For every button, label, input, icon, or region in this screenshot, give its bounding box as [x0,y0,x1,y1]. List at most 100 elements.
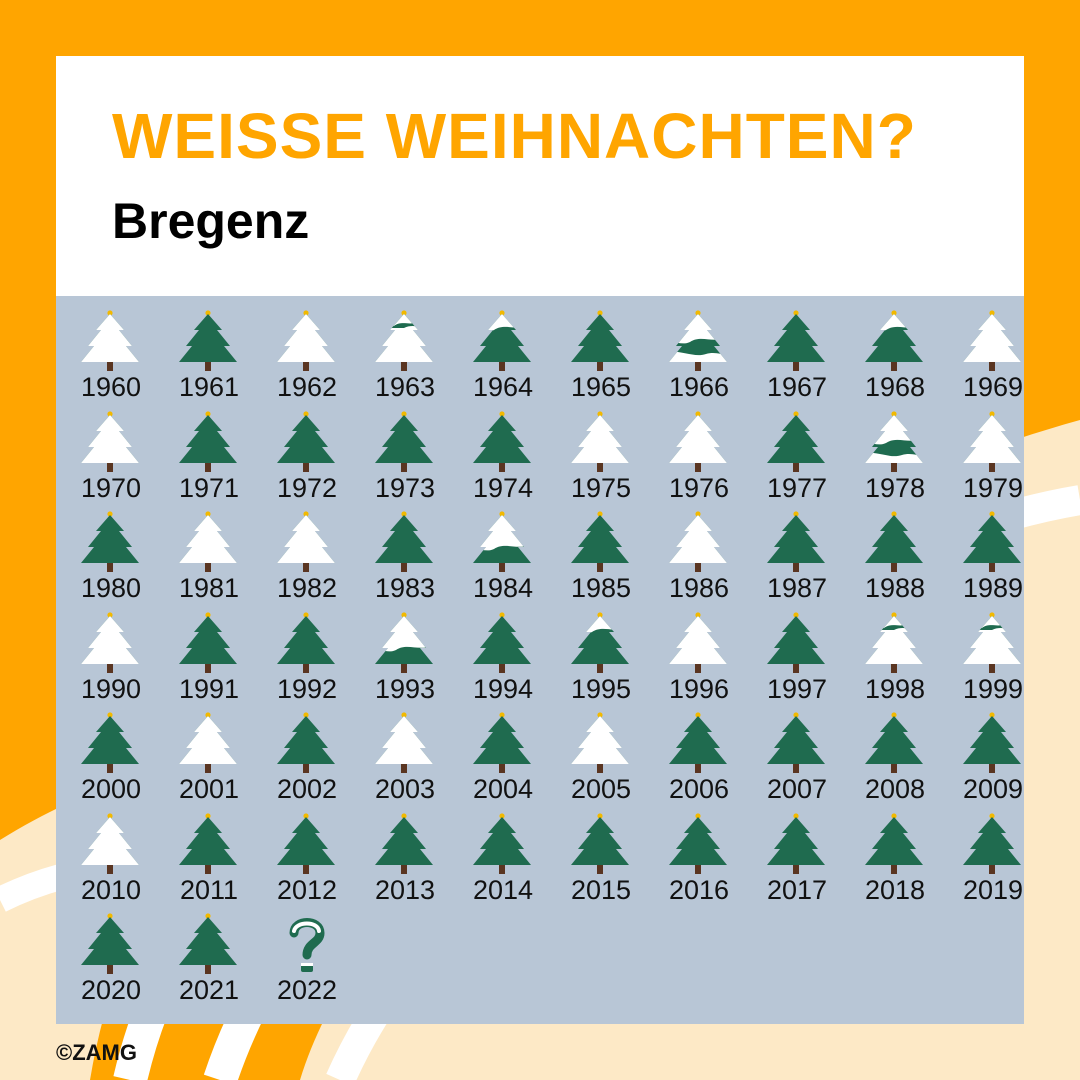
year-cell-2000: 2000 [68,706,166,806]
year-label: 1999 [962,673,1024,704]
snow-tree-icon [81,310,139,371]
year-label: 1975 [570,472,632,503]
year-label: 2022 [276,975,338,1005]
year-label: 2012 [276,874,338,905]
year-cell-2010: 2010 [68,807,166,907]
year-label: 1989 [962,573,1024,603]
year-cell-1971: 1971 [166,405,264,505]
year-label: 2017 [766,874,828,905]
year-label: 1990 [80,673,142,704]
year-label: 1961 [178,372,240,402]
snow-tree-icon [81,410,139,472]
year-cell-2016: 2016 [656,807,754,907]
year-label: 1976 [668,472,730,503]
year-label: 1973 [374,472,436,503]
green-tree-icon [473,812,531,874]
year-label: 2009 [962,774,1024,804]
year-label: 1983 [374,573,436,603]
year-label: 1980 [80,573,142,603]
snow-tree-icon [473,310,531,371]
green-tree-icon [81,913,139,974]
green-tree-icon [767,511,825,572]
snow-tree-icon [277,511,335,572]
year-label: 1984 [472,573,534,603]
year-label: 1997 [766,673,828,704]
year-cell-1978: 1978 [852,405,950,505]
year-label: 2004 [472,774,534,804]
year-cell-1972: 1972 [264,405,362,505]
year-label: 2007 [766,774,828,804]
green-tree-icon [473,611,531,673]
snow-tree-icon [277,310,335,371]
green-tree-icon [179,310,237,371]
year-label: 2000 [80,774,142,804]
year-cell-2019: 2019 [950,807,1048,907]
year-label: 2019 [962,874,1024,905]
header-panel: WEISSE WEIHNACHTEN? Bregenz [56,56,1024,296]
year-cell-2001: 2001 [166,706,264,806]
copyright-label: ©ZAMG [56,1040,137,1065]
green-tree-icon [865,812,923,874]
year-cell-1969: 1969 [950,304,1048,404]
year-label: 2006 [668,774,730,804]
year-cell-1975: 1975 [558,405,656,505]
year-cell-1973: 1973 [362,405,460,505]
year-label: 1971 [178,472,240,503]
year-cell-2011: 2011 [166,807,264,907]
year-cell-1996: 1996 [656,606,754,706]
green-tree-icon [179,410,237,472]
year-label: 2001 [178,774,240,804]
year-label: 1991 [178,673,240,704]
green-tree-icon [375,511,433,572]
year-cell-1994: 1994 [460,606,558,706]
year-cell-1980: 1980 [68,505,166,605]
year-cell-1981: 1981 [166,505,264,605]
green-tree-icon [767,712,825,773]
year-cell-1966: 1966 [656,304,754,404]
year-cell-2018: 2018 [852,807,950,907]
year-label: 1962 [276,372,338,402]
year-label: 2011 [179,874,239,905]
year-label: 2003 [374,774,436,804]
snow-tree-icon [963,410,1021,472]
year-label: 1977 [766,472,828,503]
snow-tree-icon [375,712,433,773]
year-cell-1998: 1998 [852,606,950,706]
year-label: 1996 [668,673,730,704]
snow-tree-icon [669,310,727,371]
year-label: 2005 [570,774,632,804]
green-tree-icon [375,812,433,874]
snow-tree-icon [865,410,923,472]
green-tree-icon [277,410,335,472]
green-tree-icon [767,310,825,371]
year-label: 2013 [374,874,436,905]
year-label: 1966 [668,372,730,402]
green-tree-icon [473,410,531,472]
year-label: 2021 [178,975,240,1005]
green-tree-icon [669,812,727,874]
green-tree-icon [865,712,923,773]
year-label: 1964 [472,372,534,402]
year-cell-2003: 2003 [362,706,460,806]
year-cell-2009: 2009 [950,706,1048,806]
snow-tree-icon [375,611,433,673]
year-cell-1987: 1987 [754,505,852,605]
green-tree-icon [81,712,139,773]
year-cell-1960: 1960 [68,304,166,404]
year-cell-2002: 2002 [264,706,362,806]
year-cell-1986: 1986 [656,505,754,605]
snow-tree-icon [179,511,237,572]
green-tree-icon [179,611,237,673]
year-cell-1997: 1997 [754,606,852,706]
year-label: 1988 [864,573,926,603]
green-tree-icon [963,812,1021,874]
year-cell-2013: 2013 [362,807,460,907]
snow-tree-icon [473,511,531,572]
green-tree-icon [277,611,335,673]
snow-tree-icon [571,611,629,673]
green-tree-icon [473,712,531,773]
snow-tree-icon [81,611,139,673]
green-tree-icon [865,511,923,572]
green-tree-icon [179,913,237,974]
green-tree-icon [669,712,727,773]
